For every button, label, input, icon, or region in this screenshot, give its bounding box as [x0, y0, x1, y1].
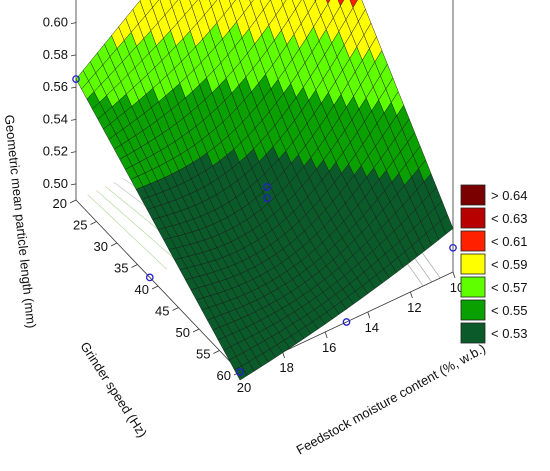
x-tick-mark — [213, 350, 220, 354]
x-tick-mark — [151, 285, 159, 290]
design-point — [263, 194, 271, 203]
design-points — [72, 75, 457, 376]
z-axis-label: Geometric mean particle length (mm) — [2, 114, 39, 329]
x-tick-label: 35 — [114, 261, 128, 276]
x-tick-mark — [131, 264, 138, 268]
x-tick-label: 25 — [73, 218, 87, 233]
response-surface — [75, 0, 454, 381]
design-point — [72, 75, 80, 83]
x-tick-label: 60 — [217, 368, 231, 383]
surface-cell — [281, 0, 287, 6]
x-tick-mark — [192, 328, 200, 333]
z-tick-mark — [70, 54, 77, 57]
z-tick-mark — [70, 118, 77, 121]
x-tick-label: 20 — [53, 196, 67, 211]
x-tick-label: 40 — [135, 282, 149, 297]
legend-label: < 0.57 — [491, 280, 528, 295]
x-tick-mark — [90, 221, 97, 225]
x-tick-label: 55 — [196, 347, 210, 362]
design-point — [145, 273, 154, 282]
z-tick-mark — [70, 22, 77, 25]
design-point — [263, 183, 271, 191]
y-tick-label: 12 — [407, 300, 421, 315]
design-point — [342, 318, 351, 326]
x-tick-mark — [110, 242, 118, 247]
floor-contour-line — [95, 190, 180, 264]
z-tick-label: 0.56 — [43, 79, 68, 94]
legend-swatch — [460, 276, 486, 298]
surface-cell — [349, 0, 358, 9]
legend-swatch — [460, 184, 486, 206]
y-tick-label: 16 — [322, 340, 336, 355]
legend-swatch — [460, 207, 486, 229]
z-tick-label: 0.52 — [43, 144, 68, 159]
z-tick-label: 0.58 — [43, 47, 68, 62]
z-tick-mark — [70, 151, 77, 154]
z-tick-mark — [70, 86, 77, 89]
x-tick-mark — [69, 199, 77, 204]
legend-label: < 0.59 — [491, 257, 528, 272]
y-tick-mark — [324, 331, 328, 339]
legend-label: < 0.61 — [491, 234, 528, 249]
design-point — [236, 368, 244, 376]
surface-cell — [326, 0, 331, 5]
y-tick-label: 14 — [365, 320, 379, 335]
legend-swatch — [460, 299, 486, 321]
tick-labels: 0.500.520.540.560.580.600.620.640.662025… — [43, 15, 465, 395]
z-tick-mark — [70, 183, 77, 186]
z-tick-label: 0.50 — [43, 176, 68, 191]
legend-swatch — [460, 322, 486, 344]
legend-swatch — [460, 230, 486, 252]
legend: > 0.64 < 0.63 < 0.61 < 0.59 < 0.57 < 0.55 < 0.… — [460, 184, 528, 344]
y-tick-mark — [282, 351, 285, 359]
y-tick-label: 20 — [237, 380, 251, 395]
legend-label: < 0.63 — [491, 211, 528, 226]
x-tick-label: 30 — [94, 239, 108, 254]
legend-swatch — [460, 253, 486, 275]
legend-label: < 0.53 — [491, 326, 528, 341]
x-tick-mark — [172, 307, 179, 311]
x-tick-label: 45 — [155, 304, 169, 319]
design-point — [449, 243, 457, 252]
y-tick-mark — [410, 291, 413, 299]
y-axis-label: Feedstock moisture content (%, w.b.) — [294, 341, 488, 458]
surface-cell — [337, 0, 345, 7]
legend-label: > 0.64 — [491, 188, 528, 203]
y-tick-mark — [452, 271, 456, 279]
x-tick-label: 50 — [176, 325, 190, 340]
z-tick-label: 0.60 — [43, 15, 68, 30]
y-tick-label: 18 — [279, 360, 293, 375]
z-tick-label: 0.54 — [43, 111, 68, 126]
floor-contour-line — [87, 194, 168, 270]
legend-label: < 0.55 — [491, 303, 528, 318]
x-axis-label: Grinder speed (Hz) — [77, 339, 150, 440]
y-tick-mark — [367, 311, 371, 319]
